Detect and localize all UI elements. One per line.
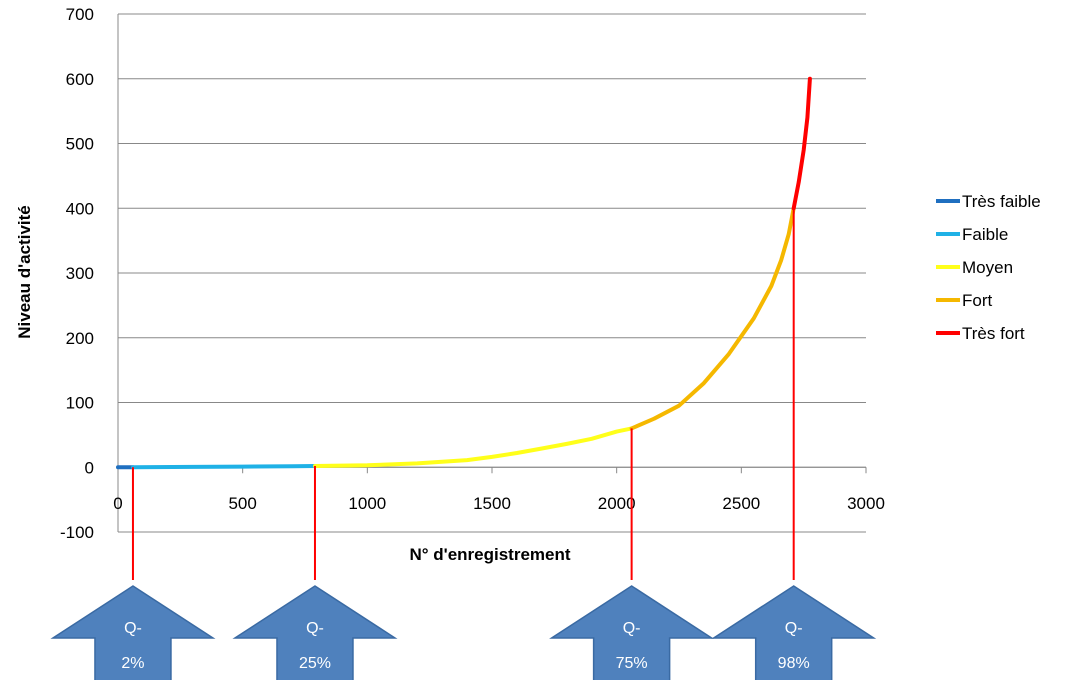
series-lines [116,76,812,470]
legend-label: Moyen [962,258,1013,277]
y-tick-label: 600 [66,70,94,89]
series-line-faible [131,464,317,470]
x-tick-label: 3000 [847,494,885,513]
y-tick-label: 0 [85,458,94,477]
legend-label: Très fort [962,324,1025,343]
quantile-label-top: Q- [623,620,641,637]
gridlines [118,13,866,533]
quantile-label-top: Q- [306,620,324,637]
x-tick-label: 1500 [473,494,511,513]
y-tick-label: 700 [66,5,94,24]
y-tick-label: 400 [66,199,94,218]
quantile-label-bottom: 25% [299,655,331,672]
quantile-arrow-icon [50,585,216,680]
x-tick-label: 2000 [598,494,636,513]
quantile-label-bottom: 98% [778,655,810,672]
y-tick-label: 100 [66,394,94,413]
y-tick-label: -100 [60,523,94,542]
x-axis-title: N° d'enregistrement [409,545,570,564]
quantile-label-bottom: 2% [121,655,144,672]
quantile-markers: Q- 2% Q- 25% Q- 75% Q- 98% [50,208,877,680]
quantile-label-top: Q- [124,620,142,637]
legend-label: Très faible [962,192,1041,211]
x-tick-label: 1000 [348,494,386,513]
legend-label: Faible [962,225,1008,244]
series-line-très-fort [791,76,812,211]
quantile-arrow-icon [549,585,715,680]
quantile-arrow-icon [232,585,398,680]
quantile-label-bottom: 75% [616,655,648,672]
y-tick-label: 500 [66,135,94,154]
x-tick-label: 500 [228,494,256,513]
y-tick-label: 200 [66,329,94,348]
x-tick-label: 2500 [722,494,760,513]
series-line-fort [629,206,796,431]
x-tick-label: 0 [113,494,122,513]
y-axis-title: Niveau d'activité [15,205,34,339]
series-line-moyen [313,426,634,468]
quantile-arrow-icon [711,585,877,680]
axes: -100 0 100 200 300 400 500 600 700 0 500 1000 1500 20… [60,5,885,542]
y-tick-label: 300 [66,264,94,283]
legend: Très faible Faible Moyen Fort Très fort [936,192,1041,343]
legend-label: Fort [962,291,993,310]
quantile-label-top: Q- [785,620,803,637]
